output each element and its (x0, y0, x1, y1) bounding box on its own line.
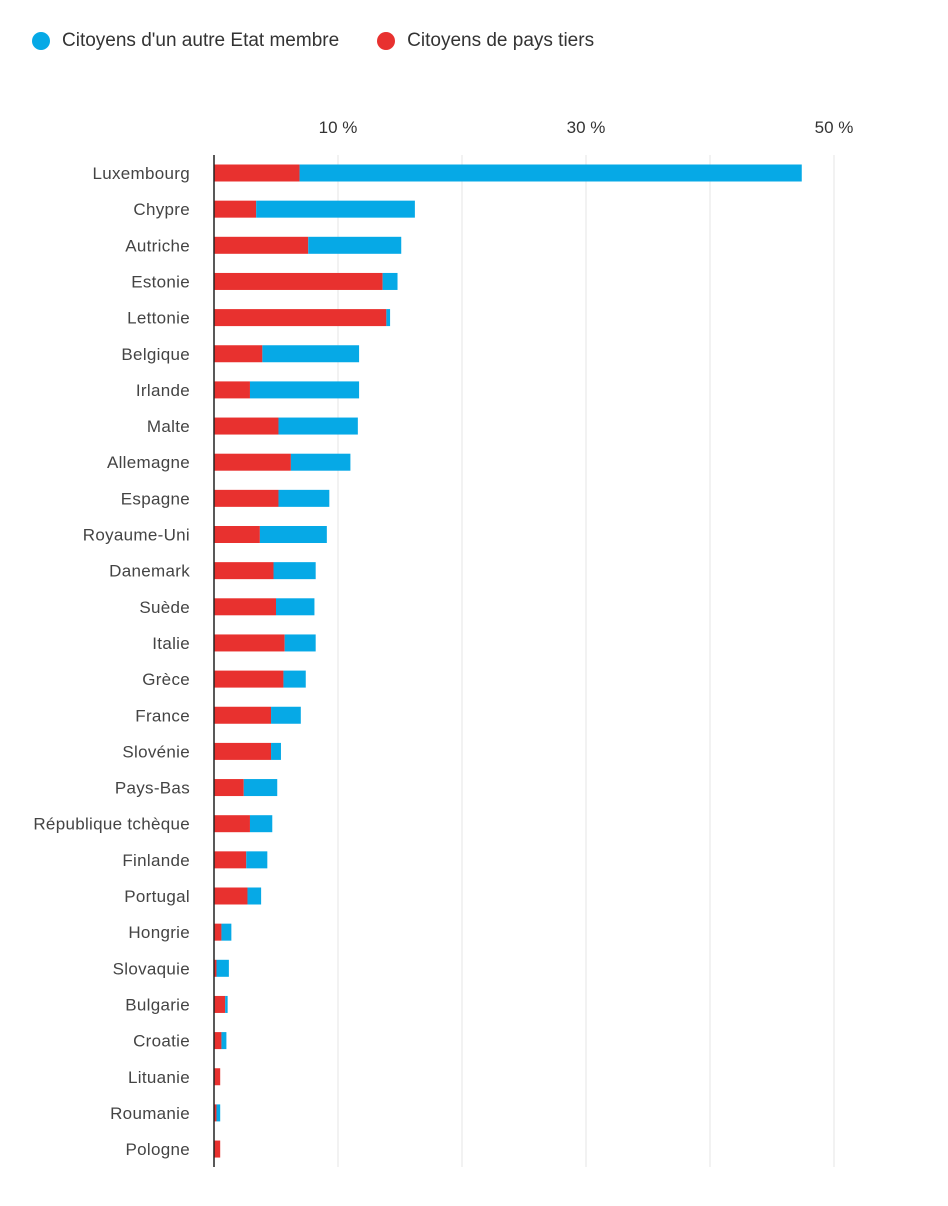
bar-autre-etat-membre-24 (221, 1032, 227, 1050)
bar-autre-etat-membre-5 (262, 345, 360, 363)
bar-pays-tiers-14 (214, 670, 284, 688)
category-label: Pologne (126, 1140, 191, 1159)
bar-pays-tiers-7 (214, 417, 279, 435)
category-label: Malte (147, 417, 190, 436)
bar-pays-tiers-5 (214, 345, 263, 363)
bar-pays-tiers-24 (214, 1032, 222, 1050)
bar-autre-etat-membre-9 (278, 489, 330, 507)
category-label: Suède (139, 598, 190, 617)
bars (214, 164, 802, 1158)
bar-autre-etat-membre-3 (382, 272, 398, 290)
category-label: Chypre (133, 200, 190, 219)
bar-autre-etat-membre-16 (271, 742, 281, 760)
bar-pays-tiers-10 (214, 526, 260, 543)
category-label: Espagne (121, 489, 190, 508)
bar-pays-tiers-3 (214, 272, 383, 290)
category-label: Slovaquie (113, 959, 190, 978)
category-label: Hongrie (128, 923, 190, 942)
bar-autre-etat-membre-15 (271, 706, 301, 724)
legend-item-autre-etat-membre: Citoyens d'un autre Etat membre (32, 30, 339, 52)
category-label: Allemagne (107, 453, 190, 472)
bar-pays-tiers-25 (214, 1068, 221, 1086)
category-label: Pays-Bas (115, 779, 190, 798)
bar-pays-tiers-4 (214, 309, 387, 327)
category-label: Finlande (122, 851, 190, 870)
category-label: Autriche (125, 236, 190, 255)
bar-pays-tiers-22 (214, 959, 217, 977)
bar-pays-tiers-0 (214, 164, 300, 182)
bar-autre-etat-membre-17 (243, 779, 278, 797)
bar-autre-etat-membre-10 (259, 526, 327, 543)
bar-pays-tiers-23 (214, 995, 226, 1013)
bar-autre-etat-membre-13 (284, 634, 316, 652)
bar-autre-etat-membre-1 (256, 200, 415, 218)
category-label: Roumanie (110, 1104, 190, 1123)
bar-pays-tiers-20 (214, 887, 248, 905)
bar-pays-tiers-18 (214, 815, 250, 833)
bar-autre-etat-membre-19 (246, 851, 268, 869)
category-label: Lituanie (128, 1068, 190, 1087)
bar-autre-etat-membre-23 (225, 995, 228, 1013)
x-tick-label-10: 10 % (319, 118, 358, 137)
category-labels: Luxembourg Chypre Autriche Estonie Lettonie B… (33, 164, 190, 1159)
category-label: Slovénie (122, 742, 190, 761)
bar-pays-tiers-27 (214, 1140, 221, 1158)
category-label: Luxembourg (92, 164, 190, 183)
bar-pays-tiers-15 (214, 706, 272, 724)
category-label: Italie (152, 634, 190, 653)
legend: Citoyens d'un autre Etat membre Citoyens… (32, 30, 632, 52)
bar-pays-tiers-13 (214, 634, 285, 652)
category-label: Irlande (136, 381, 190, 400)
category-label: France (135, 706, 190, 725)
bar-autre-etat-membre-11 (273, 562, 316, 580)
category-label: Croatie (133, 1032, 190, 1051)
bar-autre-etat-membre-7 (278, 417, 358, 435)
bar-autre-etat-membre-26 (216, 1104, 221, 1122)
bar-pays-tiers-12 (214, 598, 276, 616)
bar-autre-etat-membre-12 (276, 598, 315, 616)
bar-autre-etat-membre-22 (216, 959, 229, 977)
bar-pays-tiers-17 (214, 779, 244, 797)
bar-autre-etat-membre-4 (386, 309, 391, 327)
legend-item-pays-tiers: Citoyens de pays tiers (377, 30, 594, 52)
category-label: Bulgarie (125, 995, 190, 1014)
bar-pays-tiers-21 (214, 923, 222, 941)
x-tick-label-30: 30 % (567, 118, 606, 137)
category-label: Belgique (121, 345, 190, 364)
category-label: République tchèque (33, 815, 190, 834)
category-label: Danemark (109, 562, 190, 581)
bar-pays-tiers-6 (214, 381, 250, 399)
legend-label-pays-tiers: Citoyens de pays tiers (407, 30, 595, 51)
bar-autre-etat-membre-14 (283, 670, 306, 688)
bar-pays-tiers-1 (214, 200, 257, 218)
bar-autre-etat-membre-18 (249, 815, 273, 833)
legend-swatch-autre-etat-membre (32, 32, 50, 50)
gridlines (337, 155, 835, 1167)
bar-pays-tiers-8 (214, 453, 291, 471)
legend-label-autre-etat-membre: Citoyens d'un autre Etat membre (62, 30, 340, 51)
bar-autre-etat-membre-20 (247, 887, 262, 905)
bar-pays-tiers-26 (214, 1104, 217, 1122)
x-axis-ticks: 10 % 30 % 50 % (319, 118, 854, 137)
bar-pays-tiers-11 (214, 562, 274, 580)
category-label: Lettonie (127, 309, 190, 328)
bar-autre-etat-membre-8 (290, 453, 351, 471)
x-tick-label-50: 50 % (815, 118, 854, 137)
legend-swatch-pays-tiers (377, 32, 396, 50)
bar-pays-tiers-2 (214, 236, 309, 254)
category-label: Grèce (142, 670, 190, 689)
bar-pays-tiers-16 (214, 742, 272, 760)
category-label: Royaume-Uni (83, 526, 190, 545)
category-label: Estonie (131, 272, 190, 291)
bar-autre-etat-membre-2 (308, 236, 402, 254)
bar-autre-etat-membre-21 (221, 923, 232, 941)
bar-autre-etat-membre-6 (249, 381, 360, 399)
bar-pays-tiers-19 (214, 851, 247, 869)
category-label: Portugal (124, 887, 190, 906)
bar-autre-etat-membre-0 (299, 164, 802, 182)
bar-pays-tiers-9 (214, 489, 279, 507)
